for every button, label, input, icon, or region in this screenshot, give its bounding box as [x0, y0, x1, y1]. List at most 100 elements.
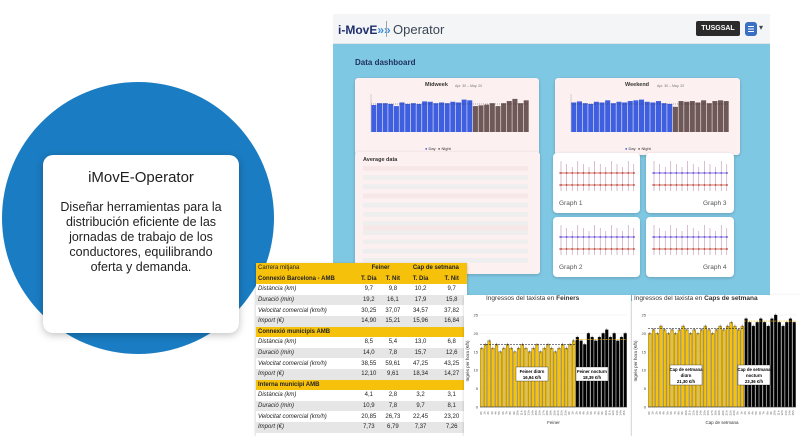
promo-title: iMovE-Operator	[88, 169, 194, 186]
y-tick-label: 5	[644, 386, 647, 391]
weekday-header: Feiner	[356, 263, 405, 274]
point	[720, 248, 723, 250]
annotation-text: diürn	[681, 373, 692, 378]
point	[658, 172, 661, 174]
point	[720, 184, 723, 186]
cell-value: 19,2	[362, 297, 375, 304]
point	[571, 172, 574, 174]
x-axis-label: Feiner	[547, 420, 560, 425]
point	[604, 236, 607, 238]
bar	[506, 101, 512, 132]
row-label: Distància (km)	[258, 286, 297, 293]
y-tick-label: 20	[642, 331, 647, 336]
weekend-date: Apr. 30 – May. 20	[657, 84, 685, 88]
cell-value: 7,8	[388, 350, 398, 357]
x-tick-label: 6h	[501, 411, 505, 415]
graph-2-panel[interactable]: Graph 2	[553, 217, 640, 277]
cell-value: 9,8	[388, 286, 398, 293]
point	[560, 184, 562, 186]
graph-4-panel[interactable]: Graph 4	[646, 217, 734, 277]
point	[610, 184, 613, 186]
cell-value: 43,25	[444, 360, 460, 367]
point	[675, 184, 678, 186]
cell-value: 3,2	[416, 392, 425, 399]
point	[658, 236, 661, 238]
cell-value: 18,34	[413, 371, 429, 378]
point	[576, 248, 579, 250]
weekday-chart-title: Ingressos del taxista en Feiners	[486, 295, 579, 302]
graph-3-plot	[652, 161, 728, 191]
app-logo[interactable]: i-MovE»»	[338, 23, 391, 37]
bar	[733, 325, 737, 408]
y-axis-label: Ingrés per hora (€/h)	[633, 340, 638, 382]
bar	[718, 100, 724, 132]
x-tick-label: 13h	[695, 410, 699, 415]
point	[560, 172, 562, 174]
weekend-income-chart: Ingressos del taxista en Caps de setmana…	[632, 295, 800, 436]
bar	[491, 347, 495, 408]
bar	[550, 347, 554, 408]
cell-value: 7,8	[388, 403, 398, 410]
x-tick-label: 16h	[706, 410, 710, 415]
x-tick-label: 13h	[527, 410, 531, 415]
point	[709, 172, 711, 174]
x-tick-label: 13h	[784, 410, 788, 415]
midweek-legend: ● Day ● Night	[425, 146, 451, 151]
bar	[439, 102, 445, 132]
account-menu-button[interactable]	[745, 22, 757, 36]
x-tick-label: 18h	[545, 410, 549, 415]
point	[604, 184, 607, 186]
point	[681, 236, 683, 238]
title-divider	[386, 21, 387, 37]
x-tick-label: 15h	[702, 410, 706, 415]
x-tick-label: 3h	[658, 411, 662, 415]
cell-value: 9,7	[447, 286, 456, 293]
point	[565, 172, 568, 174]
weekend-title: Weekend	[625, 82, 650, 88]
point	[616, 184, 618, 186]
graph-3-panel[interactable]: Graph 3	[646, 153, 734, 213]
point	[709, 236, 711, 238]
cell-value: 9,7	[416, 403, 425, 410]
bar	[667, 103, 673, 132]
point	[675, 248, 678, 250]
graph-1-panel[interactable]: Graph 1	[553, 153, 640, 213]
x-tick-label: 15h	[622, 410, 626, 415]
point	[632, 172, 635, 174]
table-row: Velocitat comercial (km/h) 38,55 59,61 47,2…	[256, 358, 467, 369]
point	[576, 172, 579, 174]
cell-value: 3,1	[447, 392, 456, 399]
midweek-title: Midweek	[425, 82, 448, 88]
bar	[777, 322, 781, 408]
trip-averages-table: Carrera mitjana Feiner Cap de setmana Co…	[256, 263, 467, 436]
row-label: Import (€)	[258, 424, 285, 431]
cell-value: 2,8	[388, 392, 398, 399]
cell-value: 17,9	[414, 297, 427, 304]
section-title: Connexió municipis AMB	[256, 326, 467, 338]
table-row	[363, 258, 528, 263]
x-tick-label: 2h	[743, 411, 747, 415]
chevron-down-icon[interactable]: ▾	[759, 23, 764, 32]
bar	[616, 101, 622, 132]
section-row	[363, 193, 528, 199]
cell-value: 38,55	[361, 360, 377, 367]
x-tick-label: 11h	[607, 410, 611, 415]
bar	[382, 103, 388, 132]
point	[658, 184, 661, 186]
promo-description: Diseñar herramientas para la distribució…	[60, 200, 222, 274]
point	[703, 172, 706, 174]
cell-value: 37,07	[385, 307, 401, 314]
point	[588, 236, 590, 238]
y-tick-label: 25	[474, 313, 479, 318]
row-label: Duració (min)	[258, 350, 295, 357]
legend-night: Night	[641, 146, 651, 151]
x-tick-label: 6h	[589, 411, 593, 415]
annotation-text: 21,30 €/h	[677, 379, 696, 384]
x-tick-label: 13h	[615, 410, 619, 415]
point	[610, 236, 613, 238]
point	[604, 248, 607, 250]
bar	[512, 98, 518, 132]
col-night: T. Nit	[436, 273, 467, 285]
cell-value: 26,73	[385, 413, 401, 420]
